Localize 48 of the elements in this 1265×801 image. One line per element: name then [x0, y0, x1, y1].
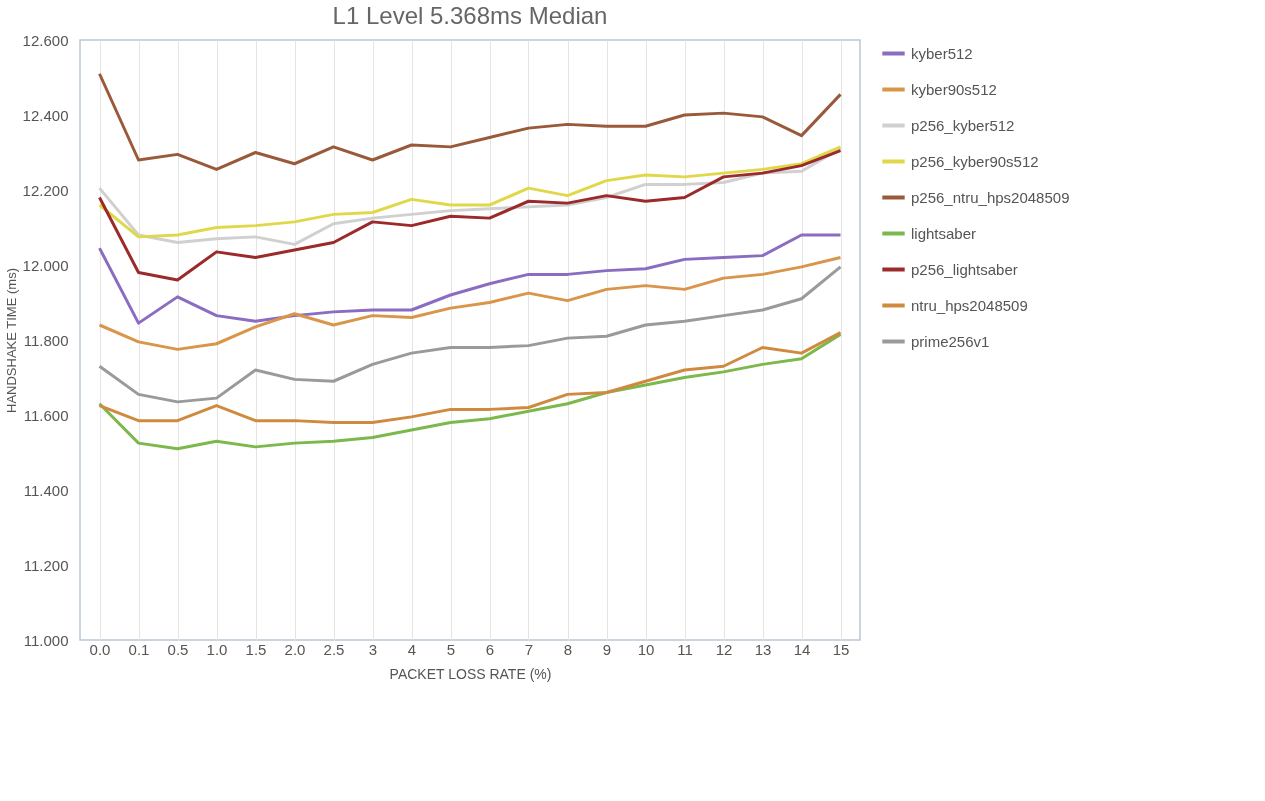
- x-tick-label: 0.1: [128, 640, 150, 658]
- line-series: [98, 149, 842, 282]
- x-tick-label: 14: [793, 640, 811, 658]
- y-axis-title: HANDSHAKE TIME (ms): [3, 268, 19, 413]
- y-tick-label: 11.400: [23, 481, 69, 499]
- legend-label: prime256v1: [911, 332, 990, 350]
- y-tick-label: 12.400: [22, 106, 69, 124]
- x-tick-label: 1.0: [206, 640, 228, 658]
- x-tick-label: 2.5: [323, 640, 345, 658]
- line-series: [98, 72, 842, 171]
- legend-label: lightsaber: [911, 224, 977, 242]
- x-tick-label: 11: [677, 640, 693, 658]
- x-tick-label: 0.5: [167, 640, 189, 658]
- legend-label: p256_ntru_hps2048509: [911, 188, 1070, 206]
- legend-label: p256_kyber512: [911, 116, 1015, 134]
- chart-title: L1 Level 5.368ms Median: [332, 2, 608, 29]
- x-tick-label: 9: [602, 640, 612, 658]
- line-series: [98, 256, 842, 351]
- legend-label: ntru_hps2048509: [911, 296, 1028, 314]
- x-tick-label: 7: [524, 640, 534, 658]
- x-tick-label: 1.5: [245, 640, 267, 658]
- line-series: [98, 265, 842, 404]
- legend-label: kyber512: [911, 44, 973, 62]
- x-tick-label: 2.0: [284, 640, 306, 658]
- y-tick-label: 12.200: [22, 181, 69, 199]
- y-tick-label: 11.800: [23, 331, 69, 349]
- x-tick-label: 0.0: [89, 640, 111, 658]
- line-series: [98, 233, 842, 325]
- x-tick-label: 12: [715, 640, 733, 658]
- y-tick-label: 12.000: [22, 256, 69, 274]
- legend-label: p256_kyber90s512: [911, 152, 1039, 170]
- x-tick-label: 13: [754, 640, 772, 658]
- x-tick-label: 5: [446, 640, 456, 658]
- y-tick-label: 11.600: [23, 406, 69, 424]
- x-tick-label: 8: [563, 640, 573, 658]
- legend-label: p256_lightsaber: [911, 260, 1018, 278]
- x-tick-label: 3: [368, 640, 378, 658]
- x-axis-title: PACKET LOSS RATE (%): [389, 665, 552, 682]
- x-tick-label: 15: [832, 640, 850, 658]
- x-tick-label: 4: [407, 640, 417, 658]
- legend-label: kyber90s512: [911, 80, 997, 98]
- x-tick-label: 6: [485, 640, 495, 658]
- x-tick-label: 10: [637, 640, 655, 658]
- line-series: [98, 332, 842, 451]
- y-tick-label: 11.000: [23, 631, 69, 649]
- y-tick-label: 11.200: [23, 556, 69, 574]
- y-tick-label: 12.600: [22, 31, 69, 49]
- line-series: [98, 331, 842, 424]
